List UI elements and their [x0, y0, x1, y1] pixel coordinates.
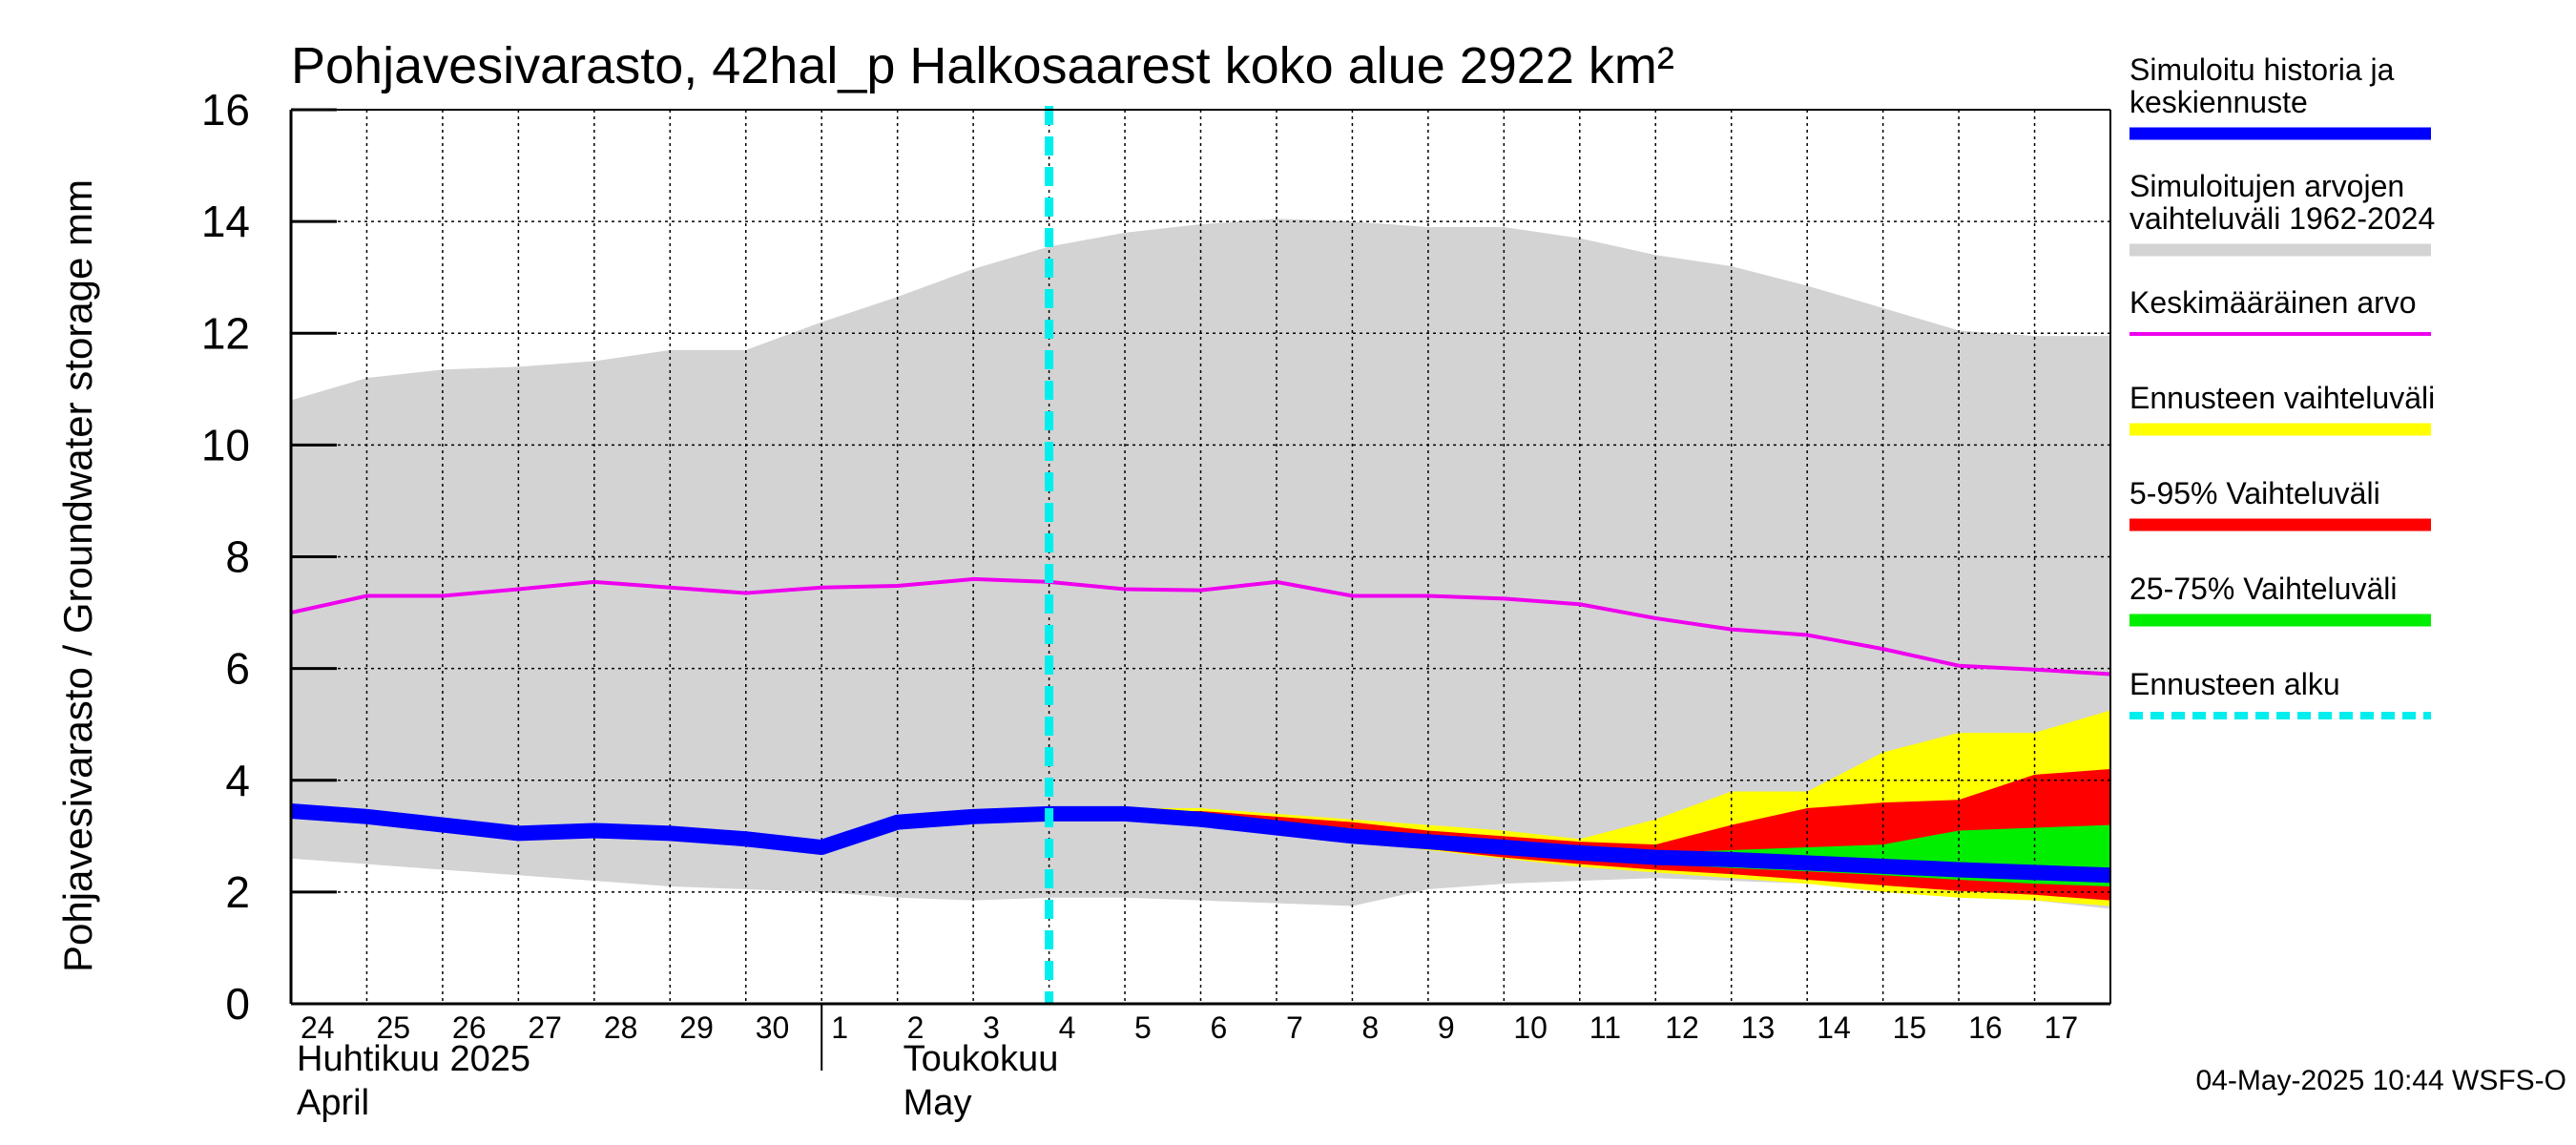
legend-label: Keskimääräinen arvo [2129, 285, 2417, 320]
month-label-en: April [297, 1083, 369, 1123]
x-tick-label: 13 [1741, 1010, 1776, 1045]
x-tick-label: 14 [1817, 1010, 1851, 1045]
legend-label: Simuloitujen arvojen [2129, 169, 2404, 203]
legend-label: 25-75% Vaihteluväli [2129, 572, 2397, 606]
legend-label: Simuloitu historia ja [2129, 52, 2395, 87]
y-tick-label: 8 [225, 532, 250, 582]
x-tick-label: 26 [452, 1010, 487, 1045]
x-tick-label: 10 [1513, 1010, 1548, 1045]
x-tick-label: 25 [376, 1010, 410, 1045]
y-tick-label: 14 [201, 197, 250, 246]
line-simuloitu-historia-ja-keskiennuste [290, 802, 2111, 884]
y-tick-label: 0 [225, 979, 250, 1029]
x-tick-label: 17 [2045, 1010, 2079, 1045]
chart-title: Pohjavesivarasto, 42hal_p Halkosaarest k… [291, 37, 1674, 94]
x-tick-label: 5 [1134, 1010, 1152, 1045]
x-tick-label: 1 [831, 1010, 848, 1045]
y-tick-label: 16 [201, 85, 250, 135]
y-tick-label: 12 [201, 308, 250, 358]
y-tick-label: 6 [225, 644, 250, 694]
x-tick-label: 4 [1059, 1010, 1076, 1045]
y-tick-label: 10 [201, 420, 250, 469]
x-tick-label: 27 [528, 1010, 562, 1045]
footer-timestamp: 04-May-2025 10:44 WSFS-O [2196, 1065, 2567, 1096]
legend-label: Ennusteen vaihteluväli [2129, 381, 2435, 415]
y-tick-label: 2 [225, 867, 250, 917]
line-keskim-r-inen-arvo [290, 576, 2111, 677]
month-label: Toukokuu [904, 1039, 1059, 1079]
legend-label: Ennusteen alku [2129, 667, 2340, 701]
month-label-en: May [904, 1083, 972, 1123]
x-tick-label: 8 [1361, 1010, 1379, 1045]
x-tick-label: 3 [983, 1010, 1000, 1045]
x-tick-label: 24 [301, 1010, 335, 1045]
month-label: Huhtikuu 2025 [297, 1039, 530, 1079]
legend-label: keskiennuste [2129, 85, 2308, 119]
x-tick-label: 12 [1665, 1010, 1699, 1045]
x-tick-label: 9 [1438, 1010, 1455, 1045]
x-tick-label: 16 [1968, 1010, 2003, 1045]
legend-label: vaihteluväli 1962-2024 [2129, 201, 2435, 236]
x-tick-label: 7 [1286, 1010, 1303, 1045]
y-axis-label: Pohjavesivarasto / Groundwater storage m… [55, 179, 100, 972]
x-tick-label: 29 [679, 1010, 714, 1045]
x-tick-label: 2 [907, 1010, 924, 1045]
x-tick-label: 15 [1893, 1010, 1927, 1045]
x-tick-label: 11 [1589, 1010, 1621, 1045]
x-tick-label: 28 [604, 1010, 638, 1045]
x-tick-label: 30 [756, 1010, 790, 1045]
legend-label: 5-95% Vaihteluväli [2129, 476, 2380, 510]
y-tick-label: 4 [225, 756, 250, 805]
x-tick-label: 6 [1211, 1010, 1228, 1045]
